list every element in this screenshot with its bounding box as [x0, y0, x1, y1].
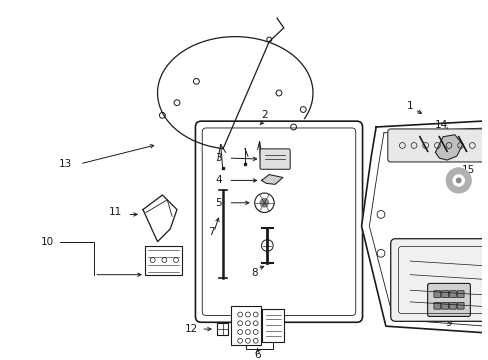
Text: 2: 2	[261, 110, 267, 120]
Circle shape	[445, 168, 470, 193]
Text: 3: 3	[215, 153, 222, 163]
Text: 4: 4	[215, 175, 222, 185]
Text: 7: 7	[207, 227, 214, 237]
FancyBboxPatch shape	[427, 283, 469, 316]
Text: 1: 1	[406, 101, 413, 111]
FancyBboxPatch shape	[456, 291, 463, 297]
Text: 11: 11	[109, 207, 122, 217]
Circle shape	[455, 177, 461, 183]
FancyBboxPatch shape	[390, 239, 488, 321]
FancyBboxPatch shape	[262, 309, 283, 342]
Circle shape	[452, 175, 464, 186]
FancyBboxPatch shape	[387, 129, 488, 162]
FancyBboxPatch shape	[144, 246, 182, 275]
FancyBboxPatch shape	[448, 302, 455, 309]
FancyBboxPatch shape	[441, 291, 447, 297]
FancyBboxPatch shape	[433, 291, 440, 297]
Text: 15: 15	[461, 165, 474, 175]
Text: 5: 5	[215, 198, 222, 208]
Text: 13: 13	[59, 159, 72, 169]
Polygon shape	[361, 117, 488, 336]
Text: 8: 8	[251, 268, 258, 278]
Text: 12: 12	[184, 324, 198, 334]
FancyBboxPatch shape	[216, 323, 228, 335]
FancyBboxPatch shape	[441, 302, 447, 309]
Polygon shape	[261, 175, 282, 184]
Text: 10: 10	[41, 237, 54, 247]
Text: 14: 14	[434, 120, 447, 130]
Text: 9: 9	[445, 318, 451, 328]
FancyBboxPatch shape	[260, 149, 289, 169]
FancyBboxPatch shape	[456, 302, 463, 309]
FancyBboxPatch shape	[433, 302, 440, 309]
Circle shape	[259, 198, 269, 208]
Polygon shape	[434, 135, 462, 160]
Text: 6: 6	[254, 350, 261, 360]
FancyBboxPatch shape	[231, 306, 260, 345]
FancyBboxPatch shape	[195, 121, 362, 322]
FancyBboxPatch shape	[448, 291, 455, 297]
